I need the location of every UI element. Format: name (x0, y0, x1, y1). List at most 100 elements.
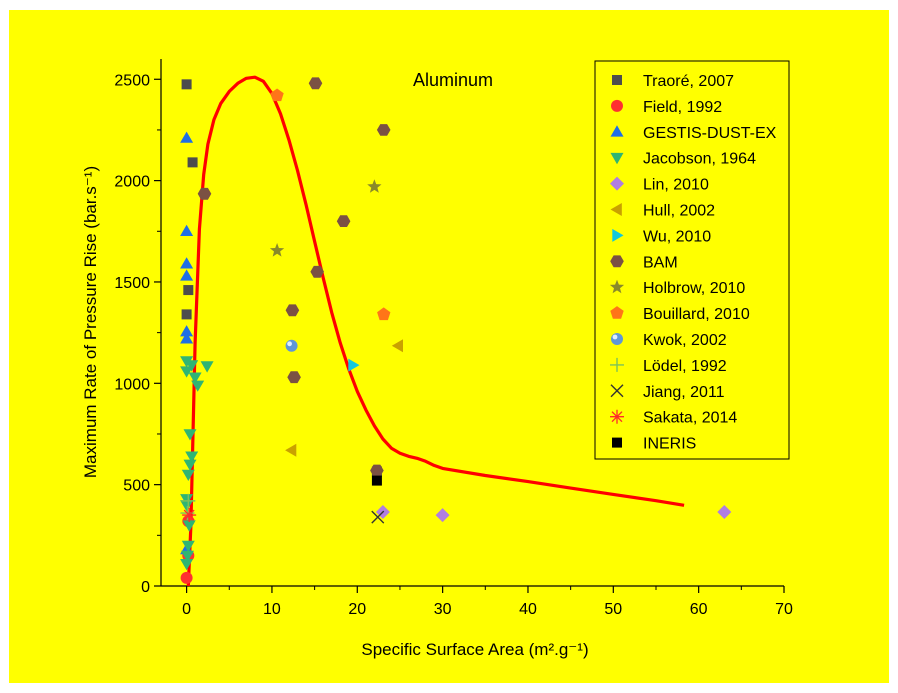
series-14 (371, 475, 382, 486)
data-point (200, 361, 214, 373)
data-point (285, 304, 300, 317)
series-3 (180, 356, 214, 571)
legend-label: Traoré, 2007 (643, 73, 734, 90)
data-point (270, 88, 284, 102)
legend-label: Bouillard, 2010 (643, 306, 750, 323)
legend-label: Jiang, 2011 (643, 384, 725, 401)
series-13 (182, 508, 197, 523)
data-point (181, 79, 192, 90)
x-tick-label: 30 (434, 601, 452, 618)
series-6 (348, 358, 360, 372)
data-point (285, 339, 298, 352)
legend-label: GESTIS-DUST-EX (643, 125, 777, 142)
data-point (181, 309, 192, 320)
data-point (180, 131, 194, 143)
series-12 (371, 510, 385, 524)
legend-marker (612, 228, 624, 242)
data-point (181, 469, 195, 481)
y-tick-label: 1000 (114, 376, 150, 393)
data-point (180, 500, 194, 512)
legend-marker (611, 333, 623, 345)
y-tick-label: 2500 (114, 72, 150, 89)
data-point (367, 179, 382, 193)
legend-marker (610, 255, 624, 268)
data-point (391, 339, 403, 353)
data-point (376, 124, 391, 136)
legend-label: BAM (643, 254, 678, 271)
fit-curve-layer (186, 75, 685, 587)
data-point (371, 475, 382, 486)
x-tick-label: 60 (690, 601, 708, 618)
data-point (308, 77, 323, 90)
legend-label: Field, 1992 (643, 99, 722, 116)
data-point (185, 451, 199, 463)
legend-label: Jacobson, 1964 (643, 151, 756, 168)
data-point (371, 510, 385, 524)
data-point (269, 243, 285, 257)
series-8 (269, 179, 382, 257)
legend-label: Wu, 2010 (643, 228, 711, 245)
data-point (181, 540, 195, 552)
data-point (180, 224, 194, 236)
y-tick-label: 500 (123, 478, 150, 495)
legend-marker (610, 384, 624, 398)
legend-label: Holbrow, 2010 (643, 280, 745, 297)
data-point (377, 307, 391, 321)
legend-label: Lödel, 1992 (643, 358, 727, 375)
data-point (183, 459, 197, 471)
legend-marker (611, 99, 623, 112)
data-point (181, 493, 196, 508)
chart-title: Aluminum (413, 70, 493, 90)
data-point (180, 257, 194, 269)
marker-highlight (612, 334, 618, 340)
legend-marker (610, 357, 624, 372)
data-point (180, 571, 193, 584)
legend-label: Lin, 2010 (643, 177, 709, 194)
legend-marker (610, 306, 624, 319)
data-point (191, 380, 205, 392)
x-tick-label: 10 (263, 601, 281, 618)
data-point (187, 157, 198, 168)
y-tick-label: 2000 (114, 174, 150, 191)
legend-label: Sakata, 2014 (643, 410, 737, 427)
data-point (188, 372, 202, 384)
data-point (185, 360, 199, 372)
series-10 (285, 339, 298, 352)
legend-marker (610, 176, 624, 191)
data-point (435, 508, 450, 523)
legend-marker (610, 125, 624, 137)
data-point (183, 285, 194, 296)
legend: Traoré, 2007 Field, 1992 GESTIS-DUST-EX Jac… (594, 60, 790, 460)
x-tick-label: 40 (519, 601, 537, 618)
data-point (182, 520, 196, 532)
y-tick-label: 0 (141, 579, 150, 596)
y-axis-title: Maximum Rate of Pressure Rise (bar.s⁻¹) (81, 166, 100, 478)
series-9 (270, 88, 391, 321)
legend-marker (612, 75, 622, 85)
x-tick-label: 70 (775, 601, 793, 618)
x-tick-label: 0 (182, 601, 191, 618)
data-point (180, 332, 194, 344)
x-tick-label: 50 (604, 601, 622, 618)
legend-label: Kwok, 2002 (643, 332, 727, 349)
axes: 0 10 20 30 40 50 60 70 0 500 1000 1500 2000 2500 (114, 59, 793, 618)
legend-marker (610, 409, 624, 424)
marker-body (285, 339, 298, 352)
data-point (287, 371, 301, 384)
x-tick-label: 20 (348, 601, 366, 618)
series-2 (180, 131, 194, 555)
data-point (180, 325, 194, 337)
data-point (717, 505, 732, 519)
data-point (180, 559, 194, 571)
legend-marker (610, 152, 624, 165)
legend-marker (612, 437, 622, 448)
legend-marker (610, 203, 622, 216)
legend-label: Hull, 2002 (643, 203, 715, 220)
x-axis-title: Specific Surface Area (m².g⁻¹) (361, 640, 588, 659)
data-point (285, 443, 297, 457)
marker-body (611, 333, 623, 345)
data-point (310, 265, 324, 278)
legend-label: INERIS (643, 436, 696, 453)
